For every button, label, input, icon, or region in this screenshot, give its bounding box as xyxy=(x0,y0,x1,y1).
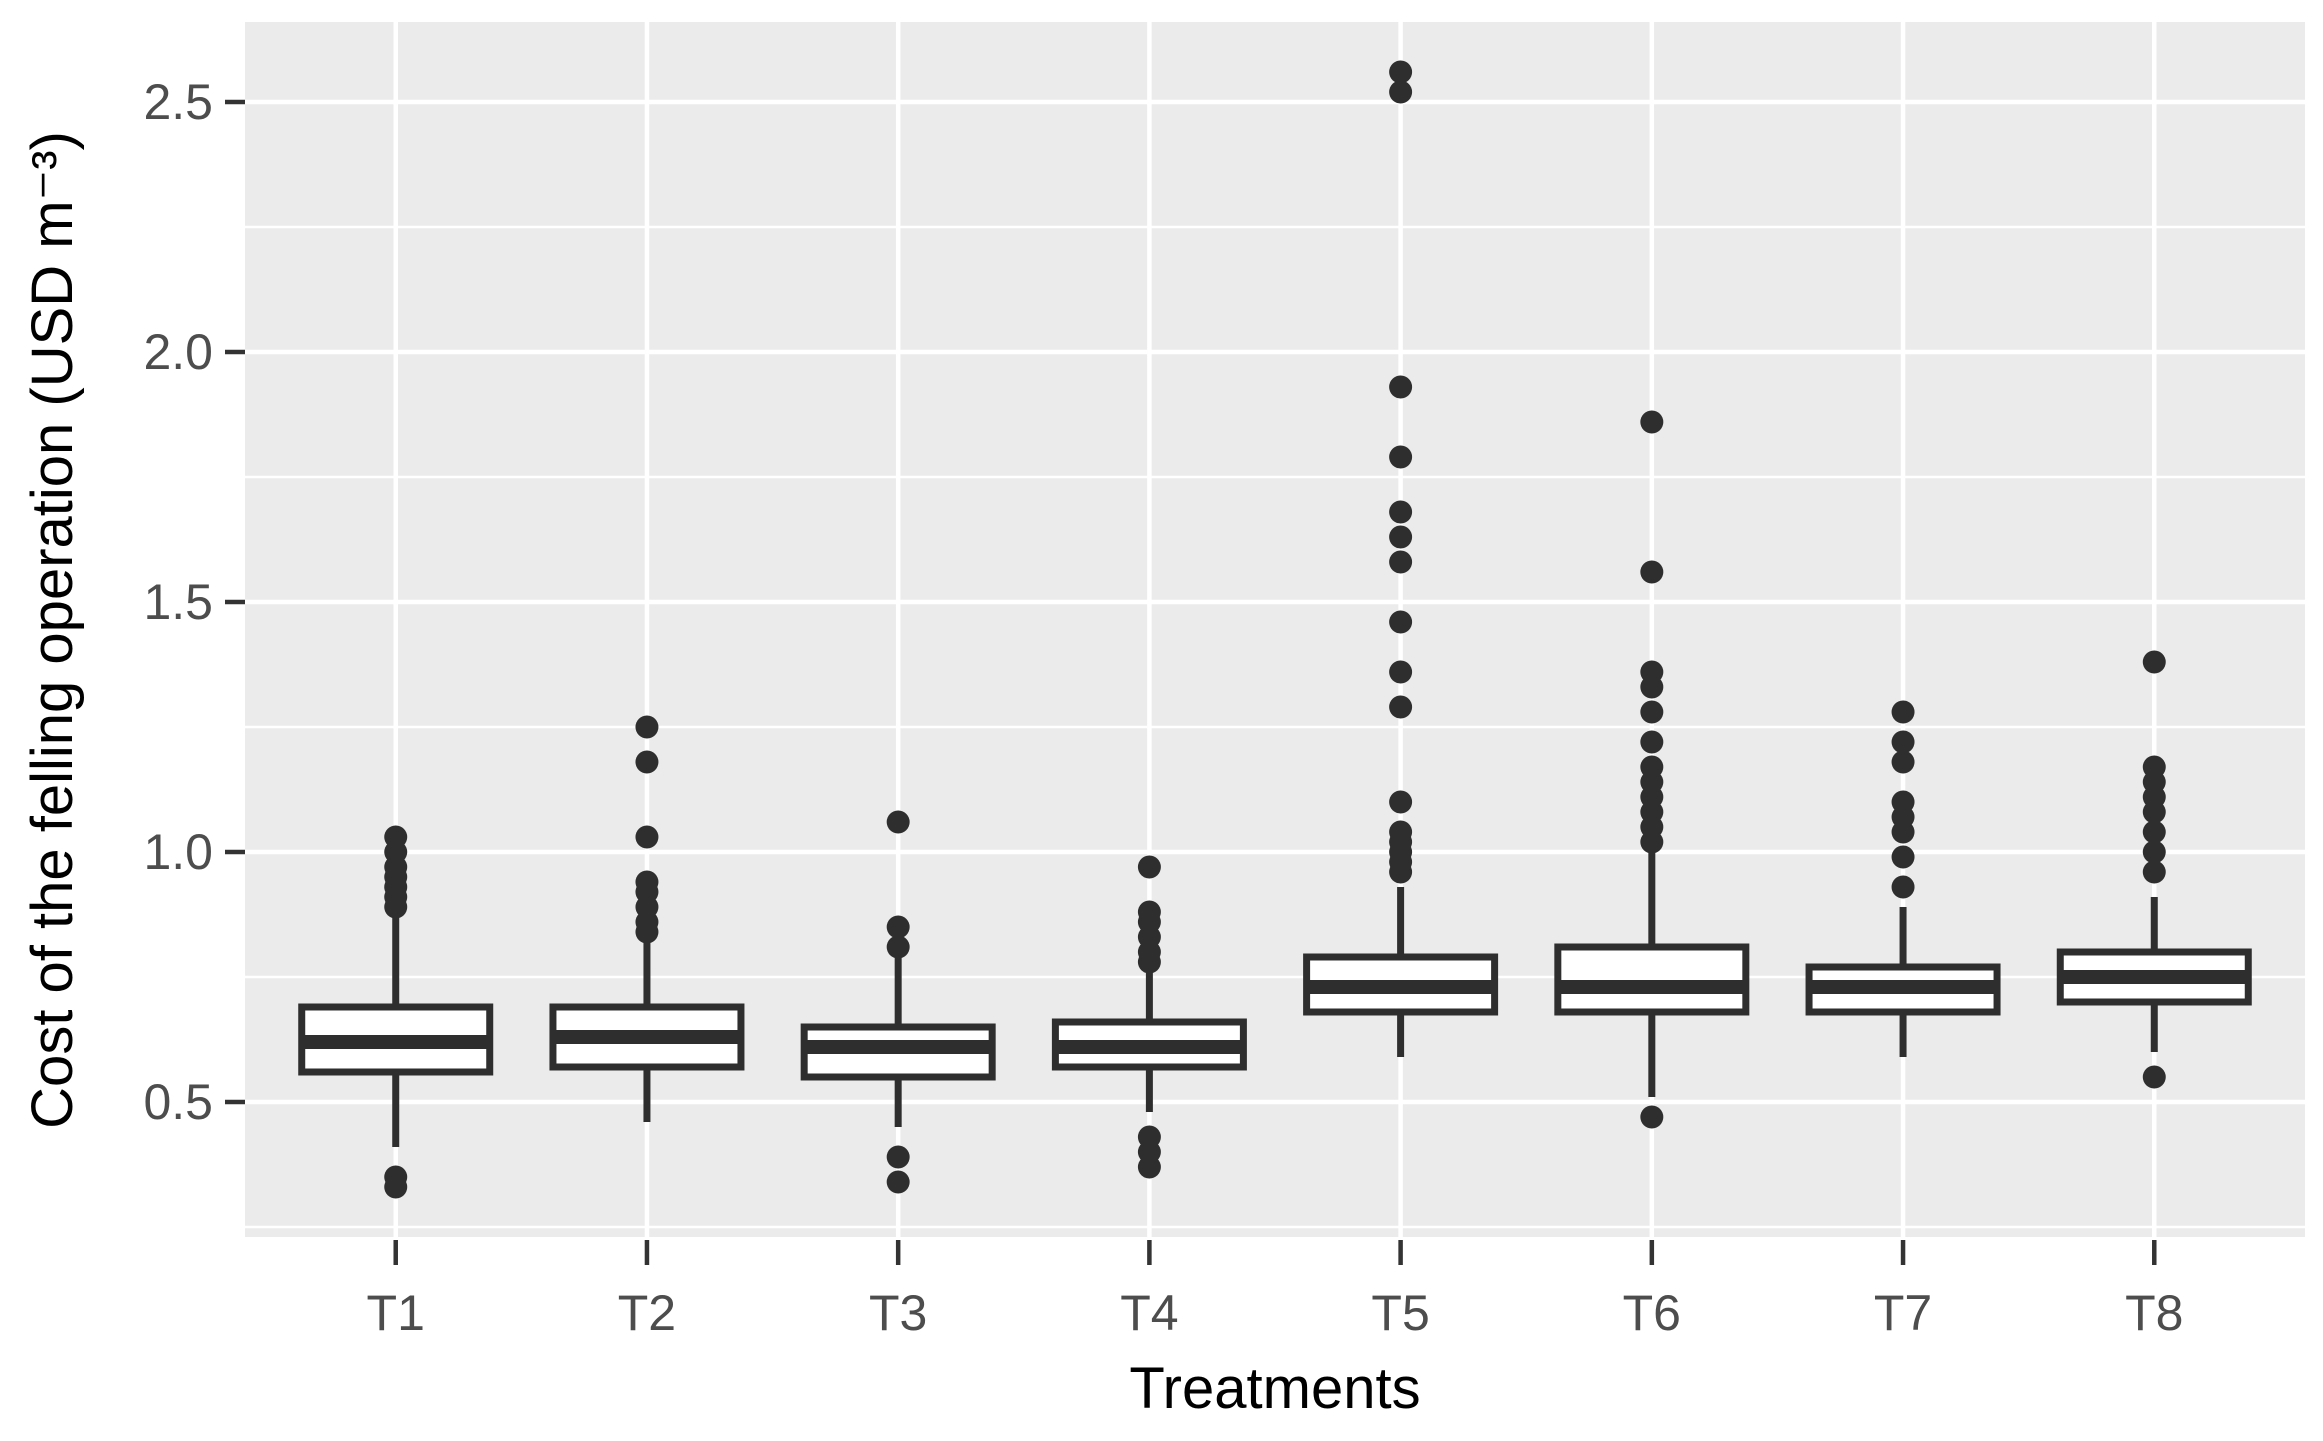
outlier-dot xyxy=(1137,855,1161,879)
outlier-dot xyxy=(1640,730,1664,754)
outlier-dot xyxy=(1891,730,1915,754)
y-tick-label-2.0: 2.0 xyxy=(143,324,213,380)
x-tick-label-T5: T5 xyxy=(1371,1285,1429,1341)
outlier-dot xyxy=(1891,845,1915,869)
outlier-dot xyxy=(1891,875,1915,899)
outlier-dot xyxy=(1389,695,1413,719)
boxplot-T2 xyxy=(549,715,745,1122)
outlier-dot xyxy=(1640,755,1664,779)
outlier-dot xyxy=(886,1170,910,1194)
outlier-dot xyxy=(886,935,910,959)
boxplot-T6 xyxy=(1554,410,1750,1129)
outlier-dot xyxy=(384,825,408,849)
x-tick-label-T4: T4 xyxy=(1120,1285,1178,1341)
outlier-dot xyxy=(1389,80,1413,104)
outlier-dot xyxy=(635,825,659,849)
outlier-dot xyxy=(1389,610,1413,634)
x-tick-label-T7: T7 xyxy=(1874,1285,1932,1341)
outlier-dot xyxy=(2142,860,2166,884)
outlier-dot xyxy=(1389,375,1413,399)
outlier-dot xyxy=(635,715,659,739)
outlier-dot xyxy=(2142,650,2166,674)
y-tick-label-1.0: 1.0 xyxy=(143,824,213,880)
outlier-dot xyxy=(1891,750,1915,774)
outlier-dot xyxy=(886,810,910,834)
x-tick-label-T3: T3 xyxy=(869,1285,927,1341)
outlier-dot xyxy=(886,1145,910,1169)
outlier-dot xyxy=(1640,410,1664,434)
outlier-dot xyxy=(1137,1125,1161,1149)
x-tick-label-T8: T8 xyxy=(2125,1285,2183,1341)
boxplot-T3 xyxy=(800,810,996,1194)
outlier-dot xyxy=(384,1175,408,1199)
outlier-dot xyxy=(886,915,910,939)
boxplot-T1 xyxy=(298,825,494,1199)
x-axis-title: Treatments xyxy=(1129,1356,1420,1421)
outlier-dot xyxy=(1389,550,1413,574)
boxplot-T7 xyxy=(1805,700,2001,1057)
outlier-dot xyxy=(1389,445,1413,469)
outlier-dot xyxy=(1389,500,1413,524)
outlier-dot xyxy=(1389,790,1413,814)
y-axis-title: Cost of the felling operation (USD m⁻³) xyxy=(20,131,85,1129)
boxplot-T4 xyxy=(1051,855,1247,1179)
y-tick-label-0.5: 0.5 xyxy=(143,1074,213,1130)
x-tick-label-T6: T6 xyxy=(1623,1285,1681,1341)
outlier-dot xyxy=(1640,660,1664,684)
outlier-dot xyxy=(635,870,659,894)
y-tick-label-1.5: 1.5 xyxy=(143,574,213,630)
outlier-dot xyxy=(1389,525,1413,549)
outlier-dot xyxy=(2142,820,2166,844)
y-tick-label-2.5: 2.5 xyxy=(143,74,213,130)
outlier-dot xyxy=(1891,790,1915,814)
x-tick-label-T2: T2 xyxy=(618,1285,676,1341)
outlier-dot xyxy=(1640,700,1664,724)
outlier-dot xyxy=(1640,1105,1664,1129)
outlier-dot xyxy=(1640,560,1664,584)
outlier-dot xyxy=(1137,900,1161,924)
outlier-dot xyxy=(1389,820,1413,844)
outlier-dot xyxy=(1389,60,1413,84)
outlier-dot xyxy=(1389,660,1413,684)
outlier-dot xyxy=(2142,755,2166,779)
x-tick-label-T1: T1 xyxy=(367,1285,425,1341)
outlier-dot xyxy=(635,750,659,774)
outlier-dot xyxy=(1891,700,1915,724)
outlier-dot xyxy=(2142,1065,2166,1089)
outlier-dot xyxy=(2142,840,2166,864)
box-T6 xyxy=(1554,943,1750,1016)
boxplot-T8 xyxy=(2056,650,2252,1089)
boxplot-T5 xyxy=(1303,60,1499,1057)
